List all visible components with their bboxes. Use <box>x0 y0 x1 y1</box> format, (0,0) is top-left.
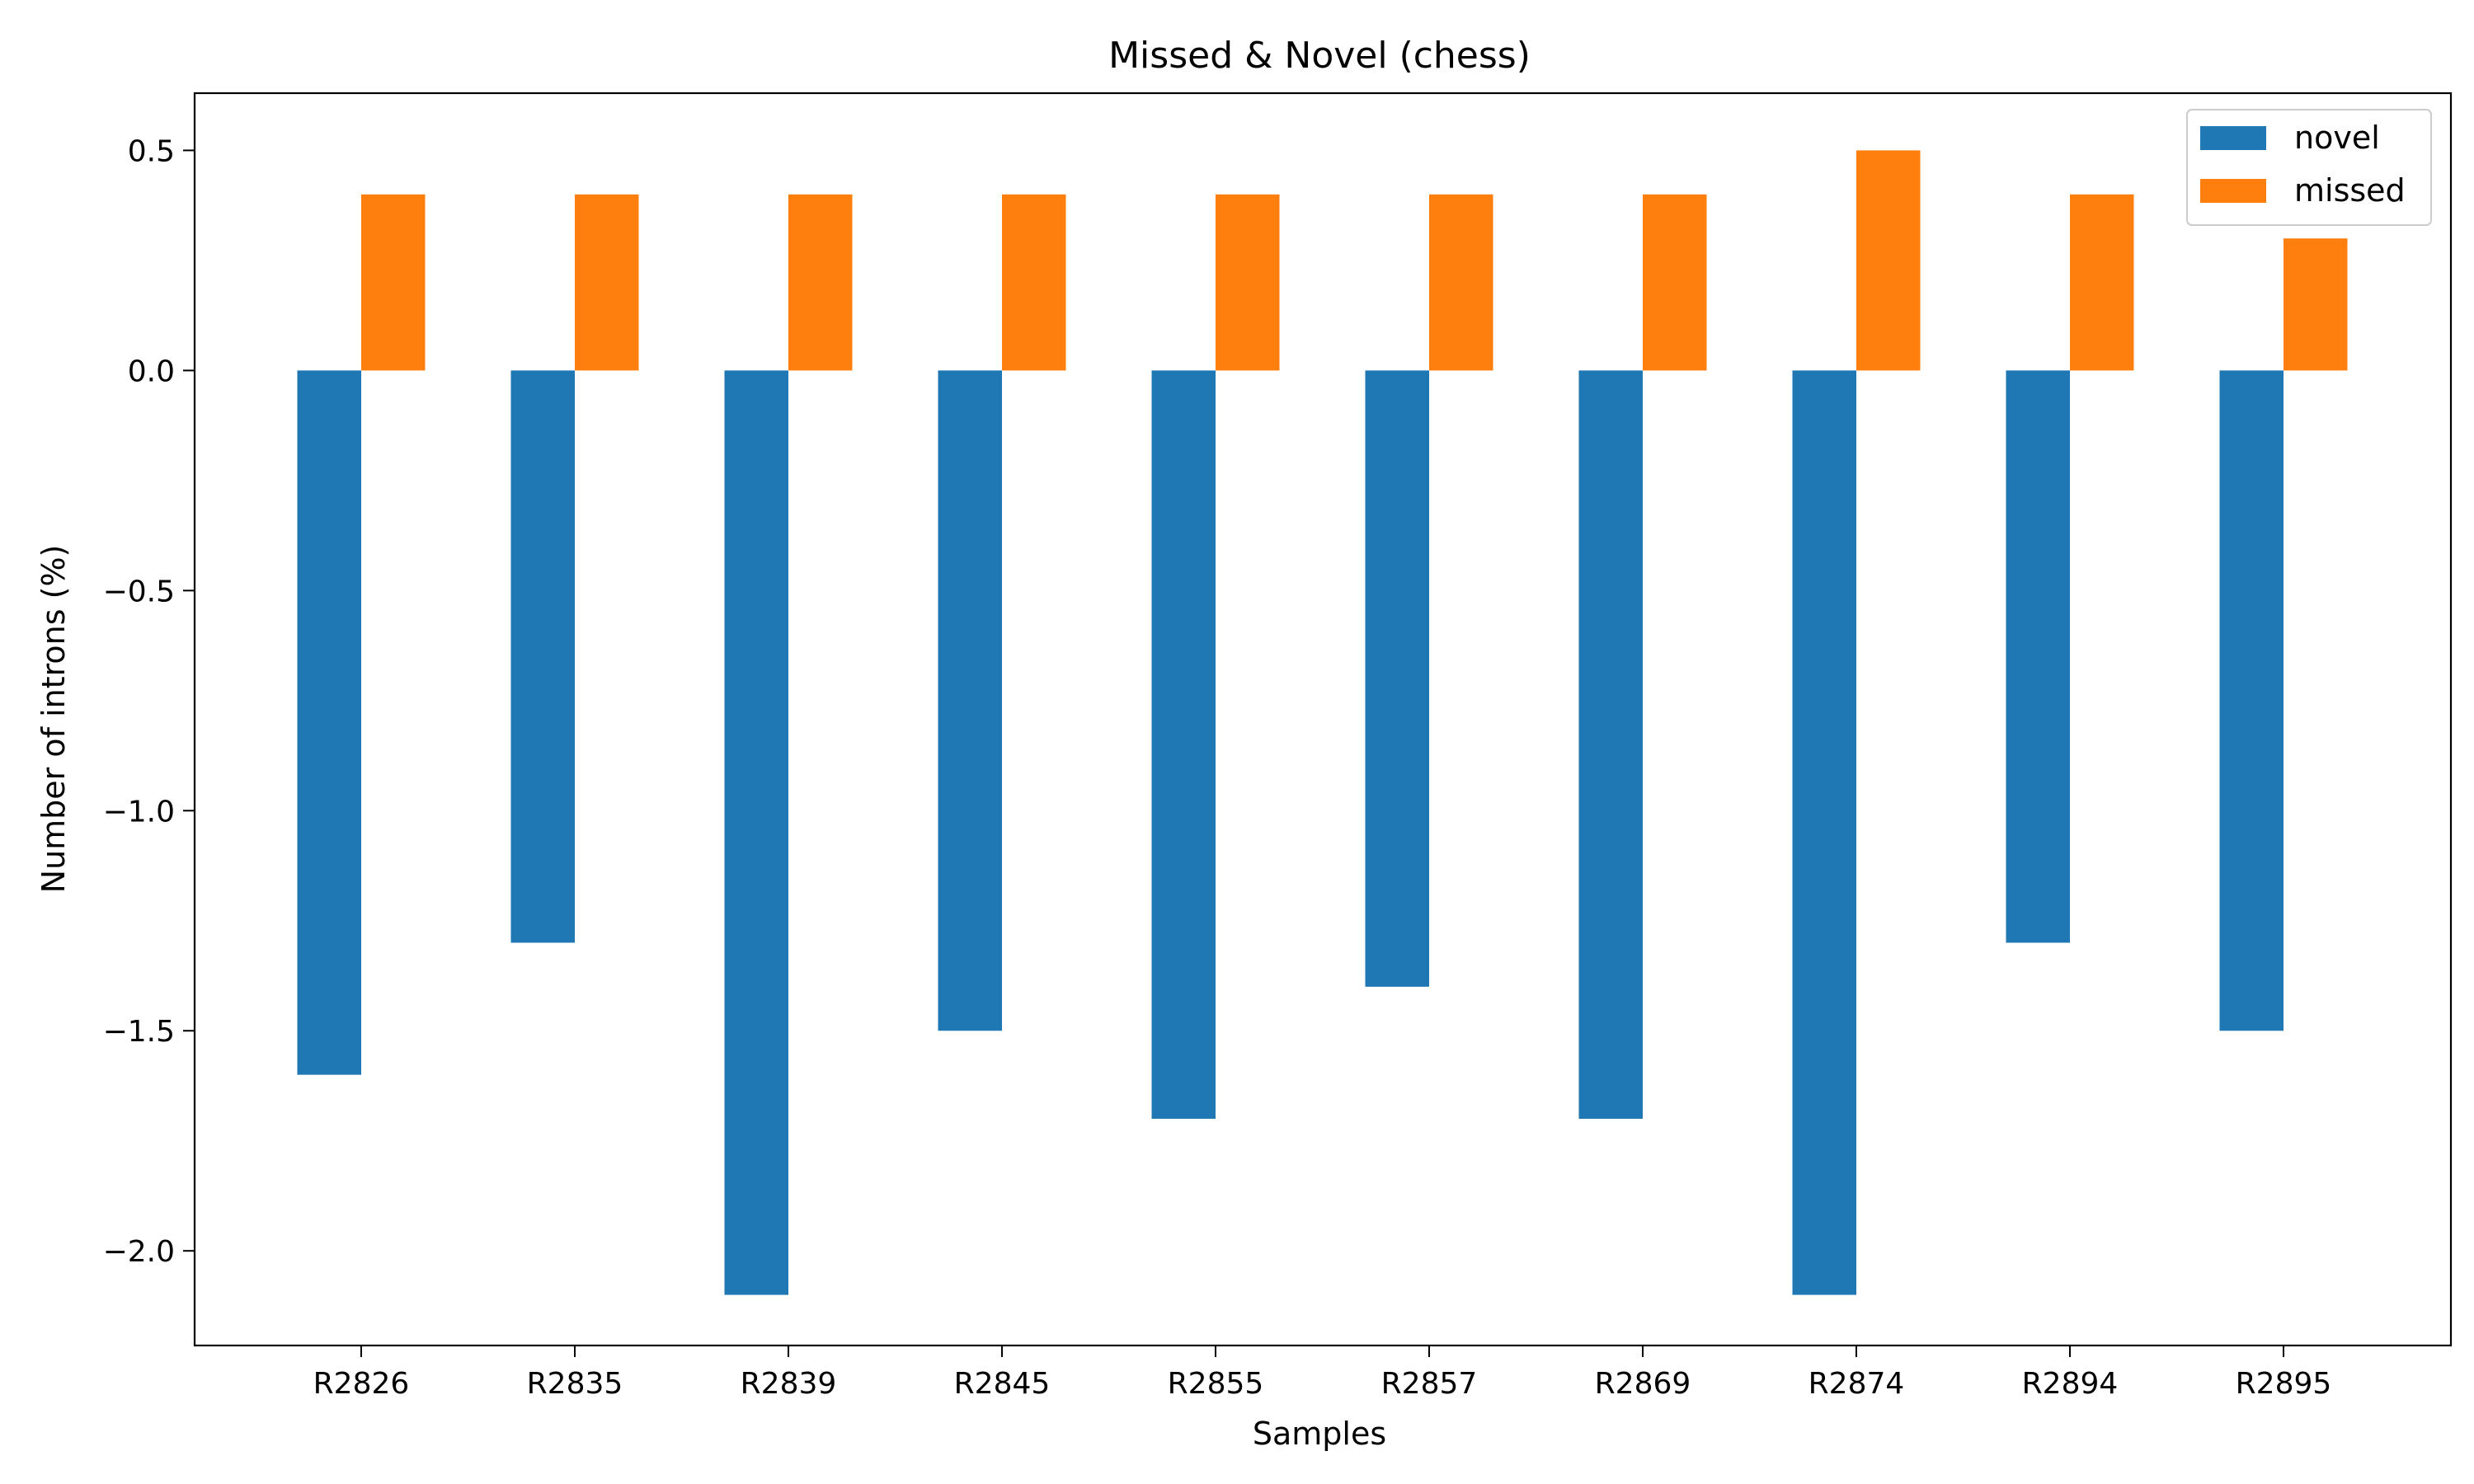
x-tick-label: R2874 <box>1808 1367 1905 1401</box>
bar-missed-R2894 <box>2070 194 2134 371</box>
x-tick-label: R2835 <box>527 1367 623 1401</box>
plot-area <box>193 92 2453 1347</box>
legend-label-missed: missed <box>2294 172 2406 209</box>
x-tick-label: R2857 <box>1381 1367 1478 1401</box>
y-tick-label: 0.0 <box>128 355 175 388</box>
y-tick-label: −1.5 <box>103 1015 175 1049</box>
legend: novel missed <box>2186 109 2432 226</box>
chart-title: Missed & Novel (chess) <box>1108 35 1531 77</box>
bar-novel-R2835 <box>510 370 575 943</box>
bar-novel-R2826 <box>297 370 361 1075</box>
bar-missed-R2895 <box>2284 238 2348 371</box>
x-tick-label: R2845 <box>954 1367 1051 1401</box>
bar-missed-R2826 <box>361 194 426 371</box>
x-axis: R2826 R2835 R2839 R2845 R2855 R2857 R2869 R2874… <box>313 1345 2332 1401</box>
x-tick-label: R2894 <box>2022 1367 2119 1401</box>
bar-novel-R2874 <box>1792 370 1856 1295</box>
x-tick-label: R2855 <box>1168 1367 1264 1401</box>
bar-novel-R2869 <box>1578 370 1643 1120</box>
x-tick-label: R2826 <box>313 1367 410 1401</box>
bar-missed-R2835 <box>575 194 639 371</box>
y-axis: 0.5 0.0 −0.5 −1.0 −1.5 −2.0 <box>103 134 195 1269</box>
bar-missed-R2857 <box>1429 194 1493 371</box>
bar-novel-R2894 <box>2006 370 2070 943</box>
bar-novel-R2857 <box>1365 370 1429 987</box>
y-tick-label: −1.0 <box>103 795 175 829</box>
y-tick-label: −2.0 <box>103 1235 175 1269</box>
bar-novel-R2845 <box>938 370 1002 1031</box>
y-tick-label: 0.5 <box>128 134 175 168</box>
legend-swatch-missed <box>2200 179 2266 203</box>
x-tick-label: R2895 <box>2236 1367 2332 1401</box>
bar-missed-R2869 <box>1643 194 1707 371</box>
bar-novel-R2839 <box>724 370 788 1295</box>
bar-missed-R2855 <box>1216 194 1280 371</box>
bar-missed-R2874 <box>1856 150 1921 371</box>
bar-missed-R2839 <box>788 194 853 371</box>
x-axis-label: Samples <box>1253 1416 1386 1452</box>
legend-swatch-novel <box>2200 126 2266 150</box>
bars <box>297 150 2348 1295</box>
bar-novel-R2855 <box>1151 370 1216 1120</box>
x-tick-label: R2839 <box>741 1367 837 1401</box>
x-tick-label: R2869 <box>1595 1367 1691 1401</box>
plot-frame <box>193 92 2453 1347</box>
bar-novel-R2895 <box>2219 370 2284 1031</box>
y-tick-label: −0.5 <box>103 575 175 608</box>
y-axis-label: Number of introns (%) <box>35 545 72 894</box>
legend-label-novel: novel <box>2294 120 2380 156</box>
bar-missed-R2845 <box>1002 194 1066 371</box>
